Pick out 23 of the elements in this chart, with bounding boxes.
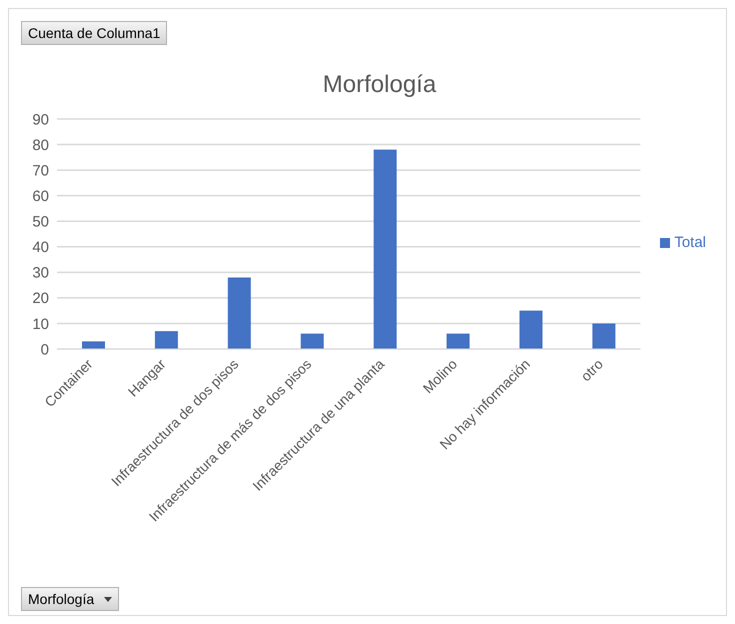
y-tick-label: 30 bbox=[32, 264, 49, 282]
y-tick-label: 10 bbox=[32, 316, 49, 333]
y-tick-label: 0 bbox=[40, 341, 49, 358]
x-tick-label: otro bbox=[578, 356, 606, 384]
bar bbox=[154, 331, 178, 349]
text: Morfología bbox=[28, 591, 94, 607]
y-tick-label: 70 bbox=[32, 162, 49, 180]
y-tick-label: 50 bbox=[32, 214, 49, 231]
bar bbox=[374, 150, 397, 349]
legend-label: Total bbox=[674, 234, 706, 251]
y-tick-label: 80 bbox=[32, 136, 49, 154]
bar bbox=[446, 334, 470, 349]
bar bbox=[592, 323, 616, 349]
bar bbox=[228, 277, 251, 349]
y-tick-label: 90 bbox=[32, 111, 49, 128]
y-tick-label: 20 bbox=[32, 290, 49, 308]
bar bbox=[82, 341, 105, 349]
text: Cuenta de Columna1 bbox=[21, 21, 168, 45]
chart-title: Morfología bbox=[322, 71, 438, 99]
bar bbox=[519, 310, 542, 349]
y-tick-label: 60 bbox=[32, 188, 49, 205]
y-tick-label: 40 bbox=[32, 239, 49, 256]
bar bbox=[300, 334, 324, 349]
